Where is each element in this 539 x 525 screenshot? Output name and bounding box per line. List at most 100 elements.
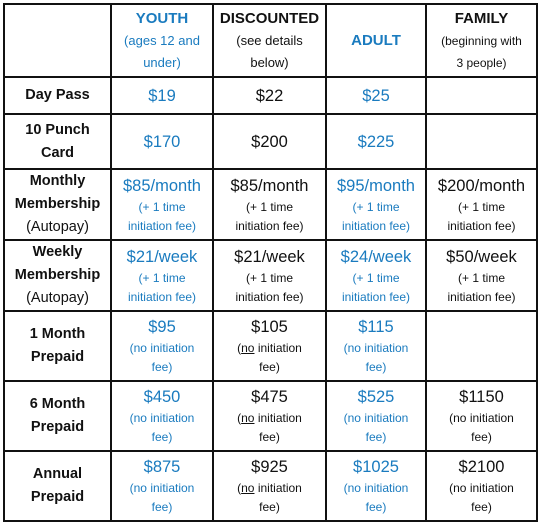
row-label-text: Membership xyxy=(14,196,101,212)
price-note: initiation fee) xyxy=(127,289,197,304)
note-part: initiation xyxy=(254,481,302,495)
price-note: (+ 1 time xyxy=(352,199,400,214)
column-title: DISCOUNTED xyxy=(219,9,320,27)
price: $875 xyxy=(143,458,181,476)
price-cell-empty xyxy=(425,113,538,170)
column-title: ADULT xyxy=(351,31,401,49)
price: $19 xyxy=(148,86,176,105)
price: $21/week xyxy=(234,247,305,266)
price-note: (no initiation xyxy=(343,481,409,495)
note-underlined: no xyxy=(241,411,255,425)
price: $225 xyxy=(357,132,395,151)
price: $200 xyxy=(251,132,288,151)
note-part: ( xyxy=(237,411,242,425)
price-cell: $85/month (+ 1 time initiation fee) xyxy=(212,168,327,241)
price-note: initiation fee) xyxy=(447,289,516,304)
price-note: fee) xyxy=(365,430,387,444)
row-label-note: (Autopay) xyxy=(26,219,89,235)
price-cell: $24/week (+ 1 time initiation fee) xyxy=(325,239,427,312)
price-cell: $95 (no initiation fee) xyxy=(110,310,214,382)
price-note: (no initiation xyxy=(216,479,323,498)
price-note: (no initiation xyxy=(129,481,195,495)
price-cell: $115 (no initiation fee) xyxy=(325,310,427,382)
price-cell: $450 (no initiation fee) xyxy=(110,380,214,452)
column-subtitle: under) xyxy=(143,54,181,70)
price: $95/month xyxy=(337,176,415,195)
pricing-table: YOUTH (ages 12 and under) DISCOUNTED (se… xyxy=(3,3,538,522)
pricing-table-wrapper: YOUTH (ages 12 and under) DISCOUNTED (se… xyxy=(3,3,538,522)
header-row: YOUTH (ages 12 and under) DISCOUNTED (se… xyxy=(3,3,538,78)
row-label-text: Day Pass xyxy=(25,87,90,103)
column-title: FAMILY xyxy=(454,9,509,27)
price-note: (+ 1 time xyxy=(245,199,293,214)
price: $105 xyxy=(251,318,288,336)
price-cell: $2100 (no initiation fee) xyxy=(425,450,538,522)
price-note: (+ 1 time xyxy=(457,199,505,214)
price-cell: $200 xyxy=(212,113,327,170)
price: $1025 xyxy=(353,458,399,476)
price: $95 xyxy=(148,318,176,336)
price: $170 xyxy=(143,132,181,151)
price-cell: $475 (no initiation fee) xyxy=(212,380,327,452)
price-note: fee) xyxy=(259,500,280,514)
price-note: (no initiation xyxy=(129,411,195,425)
price: $50/week xyxy=(446,247,517,266)
note-part: initiation xyxy=(254,341,302,355)
price-cell: $925 (no initiation fee) xyxy=(212,450,327,522)
note-part: ( xyxy=(237,481,242,495)
price-note: fee) xyxy=(471,500,492,514)
row-label-text: 1 Month xyxy=(29,326,86,342)
row-label-text: Annual xyxy=(32,466,83,482)
row-label: Weekly Membership (Autopay) xyxy=(3,239,112,312)
price-cell: $875 (no initiation fee) xyxy=(110,450,214,522)
price-note: (no initiation xyxy=(216,339,323,358)
table-row-annual-prepaid: Annual Prepaid $875 (no initiation fee) … xyxy=(3,450,538,522)
table-row-punch-card: 10 Punch Card $170 $200 $225 xyxy=(3,113,538,170)
row-label-text: Weekly xyxy=(32,244,83,260)
price-note: (+ 1 time xyxy=(138,199,186,214)
price-cell-empty xyxy=(425,76,538,115)
price-note: (+ 1 time xyxy=(352,270,400,285)
price-note: fee) xyxy=(365,500,387,514)
table-row-1-month-prepaid: 1 Month Prepaid $95 (no initiation fee) … xyxy=(3,310,538,382)
row-label-text: Prepaid xyxy=(30,489,85,505)
price: $525 xyxy=(357,388,395,406)
column-subtitle: (ages 12 and xyxy=(124,32,200,48)
row-label-text: Membership xyxy=(14,267,101,283)
price-cell: $200/month (+ 1 time initiation fee) xyxy=(425,168,538,241)
price: $25 xyxy=(362,86,390,105)
header-youth: YOUTH (ages 12 and under) xyxy=(110,3,214,78)
header-family: FAMILY (beginning with 3 people) xyxy=(425,3,538,78)
note-underlined: no xyxy=(241,481,255,495)
price-note: (no initiation xyxy=(449,411,514,425)
price-note: fee) xyxy=(151,430,173,444)
price-note: fee) xyxy=(471,430,492,444)
column-subtitle: (beginning with xyxy=(441,33,522,48)
column-subtitle: below) xyxy=(250,54,289,70)
row-label: Day Pass xyxy=(3,76,112,115)
price-note: fee) xyxy=(365,360,387,374)
price: $115 xyxy=(358,318,394,336)
price-cell: $50/week (+ 1 time initiation fee) xyxy=(425,239,538,312)
row-label-text: Card xyxy=(40,144,75,161)
price-cell: $170 xyxy=(110,113,214,170)
price-cell: $21/week (+ 1 time initiation fee) xyxy=(212,239,327,312)
column-subtitle: (see details xyxy=(236,32,303,48)
price-cell: $1025 (no initiation fee) xyxy=(325,450,427,522)
price-cell: $25 xyxy=(325,76,427,115)
table-row-day-pass: Day Pass $19 $22 $25 xyxy=(3,76,538,115)
row-label-text: 6 Month xyxy=(29,396,86,412)
price-cell: $85/month (+ 1 time initiation fee) xyxy=(110,168,214,241)
row-label: Annual Prepaid xyxy=(3,450,112,522)
price-note: (no initiation xyxy=(216,409,323,428)
row-label-text: Monthly xyxy=(29,173,86,189)
column-title: YOUTH xyxy=(135,9,189,27)
row-label-text: 10 Punch xyxy=(25,121,90,138)
row-label-text: Prepaid xyxy=(30,419,85,435)
row-label-note: (Autopay) xyxy=(26,290,89,306)
price-note: initiation fee) xyxy=(341,289,411,304)
note-part: ( xyxy=(237,341,242,355)
row-label: 10 Punch Card xyxy=(3,113,112,170)
price-note: (+ 1 time xyxy=(138,270,186,285)
price: $85/month xyxy=(123,176,201,195)
